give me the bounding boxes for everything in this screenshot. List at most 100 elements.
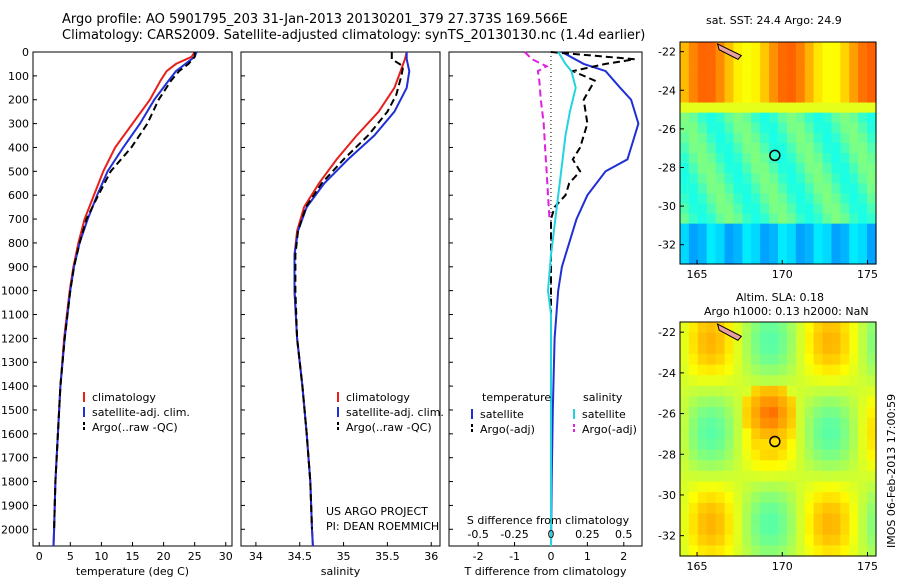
map-cell <box>742 417 752 429</box>
map-cell <box>751 417 761 429</box>
top-x-tick-label: -0.25 <box>500 528 528 541</box>
map-cell <box>858 417 868 429</box>
map-cell <box>760 213 770 225</box>
map-cell <box>724 396 735 408</box>
map-cell <box>742 82 752 94</box>
map-cell <box>751 545 761 557</box>
map-cell <box>715 545 726 557</box>
map-cell <box>858 375 868 387</box>
map-cell <box>769 449 779 461</box>
map-cell <box>778 52 788 63</box>
map-cell <box>697 62 708 73</box>
map-cell <box>680 142 690 154</box>
map-cell <box>715 524 726 536</box>
map-cell <box>831 513 841 525</box>
map-cell <box>778 492 788 504</box>
map-cell <box>840 223 850 235</box>
map-cell <box>849 92 859 104</box>
map-cell <box>742 203 752 215</box>
map-cell <box>840 322 850 334</box>
map-cell <box>822 417 833 429</box>
map-cell <box>858 492 868 504</box>
map-cell <box>751 142 761 154</box>
map-cell <box>769 193 779 205</box>
map-cell <box>795 153 806 164</box>
map-cell <box>795 72 806 83</box>
map-cell <box>813 492 824 504</box>
map-cell <box>831 102 841 114</box>
map-cell <box>795 545 806 557</box>
map-cell <box>697 193 708 205</box>
map-cell <box>867 545 877 557</box>
map-cell <box>760 102 770 114</box>
x-tick-label: 36 <box>424 550 438 563</box>
map-cell <box>742 102 752 114</box>
map-cell <box>867 173 877 184</box>
map-cell <box>858 513 868 525</box>
map-cell <box>680 193 690 205</box>
map-cell <box>680 534 690 546</box>
map-cell <box>813 183 824 194</box>
x-tick-label: 20 <box>157 550 171 563</box>
map-cell <box>804 492 815 504</box>
map-cell <box>724 375 735 387</box>
map-cell <box>786 72 797 83</box>
map-cell <box>769 332 779 344</box>
map-cell <box>778 322 788 334</box>
map-cell <box>680 545 690 557</box>
map-cell <box>680 332 690 344</box>
map-cell <box>769 213 779 225</box>
map-cell <box>742 396 752 408</box>
map-cell <box>688 492 699 504</box>
map-cell <box>769 385 779 398</box>
map-cell <box>831 122 841 134</box>
map-cell <box>867 332 877 344</box>
map-cell <box>688 213 699 225</box>
map-cell <box>831 213 841 225</box>
map-cell <box>778 253 788 265</box>
y-tick-label: 1500 <box>1 404 29 417</box>
map-cell <box>831 153 841 164</box>
map-cell <box>680 524 690 536</box>
map-cell <box>688 203 699 215</box>
map-cell <box>697 375 708 387</box>
map-cell <box>849 122 859 134</box>
map-cell <box>813 332 824 344</box>
map-cell <box>840 102 850 114</box>
y-tick-label: 700 <box>8 213 29 226</box>
map-cell <box>688 102 699 114</box>
map-cell <box>706 243 717 255</box>
map-cell <box>822 385 833 398</box>
map-cell <box>742 52 752 63</box>
map-cell <box>795 163 806 174</box>
map-cell <box>688 343 699 355</box>
map-cell <box>733 470 743 483</box>
y-tick-label: 2000 <box>1 523 29 536</box>
map-cell <box>804 92 815 104</box>
map-cell <box>867 322 877 334</box>
map-cell <box>751 213 761 225</box>
map-cell <box>715 213 726 225</box>
map-cell <box>849 243 859 255</box>
map-cell <box>733 534 743 546</box>
map-cell <box>688 407 699 419</box>
map-cell <box>804 524 815 536</box>
map-cell <box>804 203 815 215</box>
map-y-tick-label: -32 <box>658 239 676 252</box>
map-cell <box>795 396 806 408</box>
map-cell <box>769 52 779 63</box>
map-cell <box>813 82 824 94</box>
map-cell <box>697 439 708 451</box>
map-cell <box>680 223 690 235</box>
map-cell <box>831 173 841 184</box>
map-cell <box>742 513 752 525</box>
map-cell <box>804 343 815 355</box>
map-cell <box>804 417 815 429</box>
map-cell <box>831 364 841 376</box>
map-cell <box>760 492 770 504</box>
map-cell <box>858 132 868 144</box>
map-cell <box>822 42 833 53</box>
map-cell <box>804 396 815 408</box>
map-cell <box>760 364 770 376</box>
map-cell <box>733 142 743 154</box>
